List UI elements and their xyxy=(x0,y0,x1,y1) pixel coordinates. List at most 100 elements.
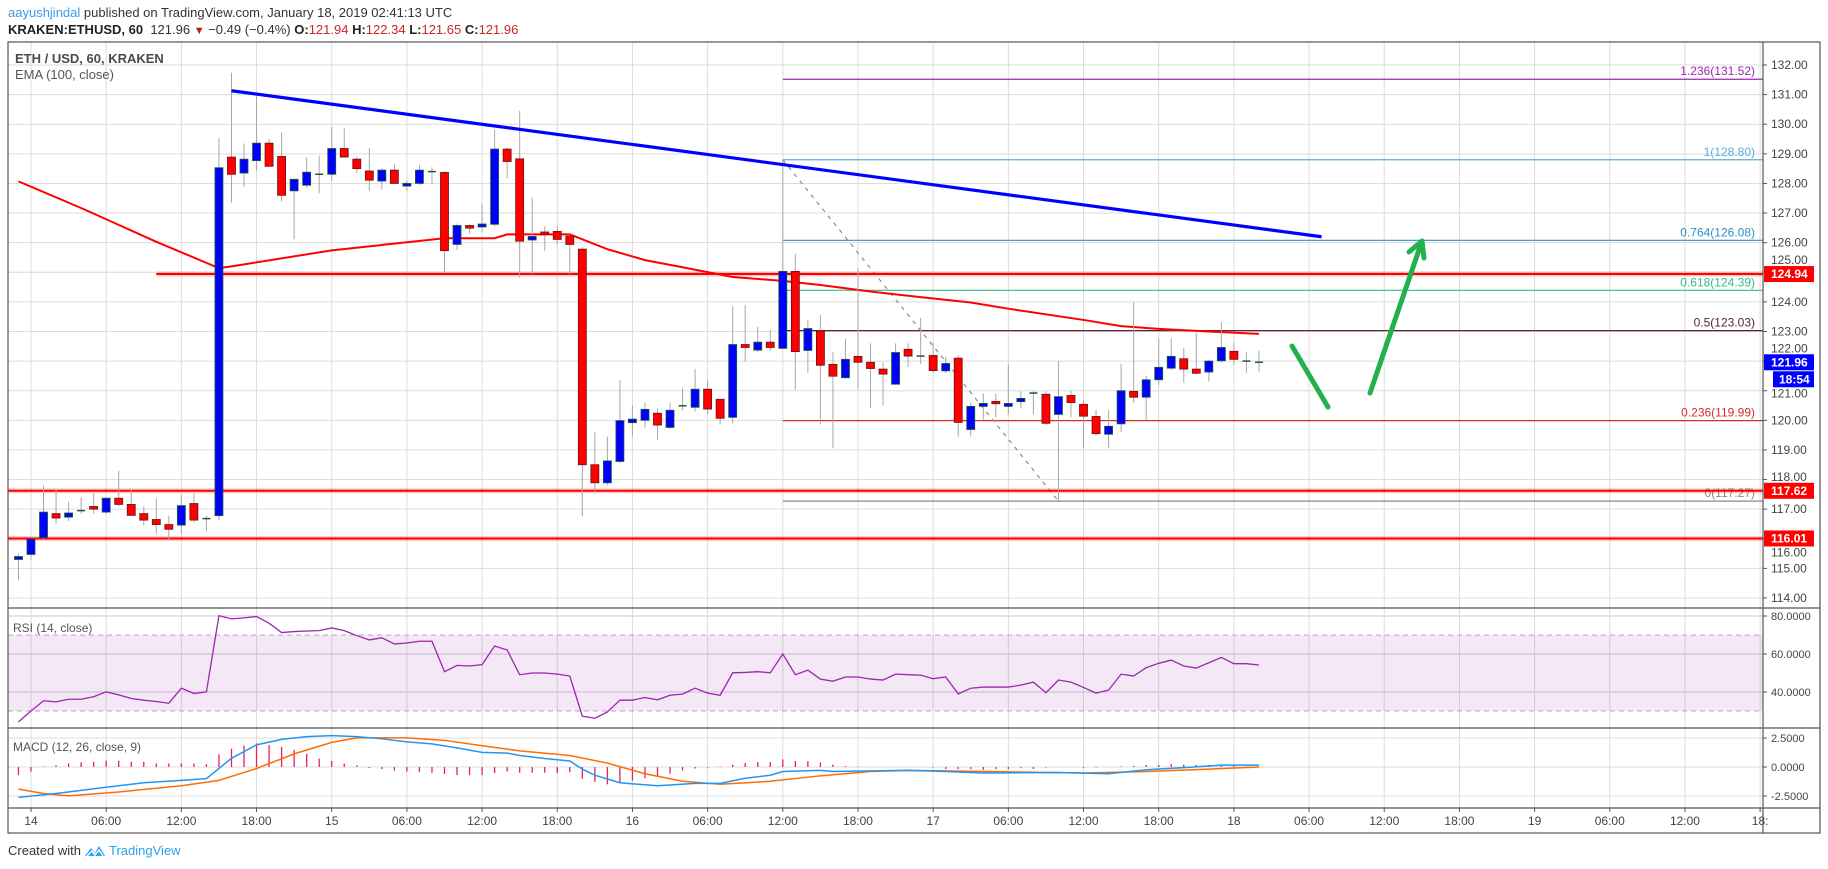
candle-up xyxy=(841,358,850,379)
candle-down xyxy=(89,506,99,510)
publish-info: aayushjindal published on TradingView.co… xyxy=(8,5,452,20)
candle-up xyxy=(252,142,261,162)
candle-down xyxy=(853,355,863,363)
bar-countdown-badge-bg xyxy=(1773,371,1814,388)
price-tick-label: 120.00 xyxy=(1771,413,1808,427)
candle-down xyxy=(352,158,362,170)
price-tick-label: 128.00 xyxy=(1771,176,1808,190)
symbol-name: KRAKEN:ETHUSD, 60 xyxy=(8,22,144,37)
price-tick-label: 116.00 xyxy=(1771,545,1807,559)
candle-down xyxy=(1191,368,1201,374)
candle-up xyxy=(941,363,951,372)
down-stroke-arrow xyxy=(1289,343,1331,410)
chart-title: ETH / USD, 60, KRAKEN xyxy=(15,51,164,66)
candle-up xyxy=(1216,347,1226,362)
drawn-arrows[interactable] xyxy=(1289,238,1427,410)
fib-level-label: 0.236(119.99) xyxy=(1681,406,1755,420)
candle-down xyxy=(189,503,199,521)
candle-down xyxy=(790,270,800,353)
time-tick-label: 18:00 xyxy=(542,814,572,828)
candle-up xyxy=(753,341,763,351)
time-tick-label: 06:00 xyxy=(1294,814,1324,828)
candle-down xyxy=(277,156,287,196)
macd-legend: MACD (12, 26, close, 9) xyxy=(13,740,141,754)
time-tick-label: 12:00 xyxy=(768,814,798,828)
trendline[interactable] xyxy=(231,89,1322,239)
created-with-text: Created with xyxy=(8,843,81,858)
candle-down xyxy=(1066,395,1076,403)
candle-up xyxy=(101,497,111,513)
candle-down xyxy=(577,248,587,466)
open-label: O: xyxy=(294,22,309,37)
candle-down xyxy=(51,513,61,519)
candle-up xyxy=(289,178,299,192)
candle-down xyxy=(565,235,575,245)
candle-down xyxy=(264,142,274,167)
candle-down xyxy=(928,355,938,371)
price-change: −0.49 (−0.4%) xyxy=(208,22,291,37)
candle-up xyxy=(640,408,650,421)
time-tick-label: 15 xyxy=(325,814,339,828)
time-tick-label: 18:00 xyxy=(1444,814,1474,828)
candle-up xyxy=(527,236,537,241)
candle-down xyxy=(715,398,725,419)
candle-down xyxy=(991,400,1001,405)
candle-up xyxy=(490,148,500,225)
price-tick-label: 126.00 xyxy=(1771,236,1808,250)
time-tick-label: 19 xyxy=(1528,814,1542,828)
candle-up xyxy=(452,225,462,245)
price-tick-label: 124.00 xyxy=(1771,295,1808,309)
price-tick-label: 125.00 xyxy=(1771,253,1808,267)
candle-down xyxy=(139,513,149,521)
candle-down xyxy=(227,156,236,175)
candle-up xyxy=(39,511,48,538)
candles xyxy=(14,72,1263,581)
price-tick-label: 115.00 xyxy=(1771,561,1807,575)
candle-up xyxy=(891,352,900,385)
publish-text: published on TradingView.com, January 18… xyxy=(83,5,453,20)
candle-up xyxy=(602,460,612,484)
price-tick-label: 117.00 xyxy=(1771,502,1807,516)
candle-up xyxy=(415,169,424,184)
time-tick-label: 17 xyxy=(926,814,940,828)
candle-down xyxy=(1229,350,1239,360)
support-resistance-lines[interactable] xyxy=(8,271,1763,541)
candle-up xyxy=(1003,403,1013,407)
candle-down xyxy=(815,330,825,366)
candle-up xyxy=(665,409,675,428)
price-tick-label: 130.00 xyxy=(1771,117,1808,131)
rsi-line xyxy=(18,614,1260,723)
chart-border xyxy=(7,41,1821,834)
time-tick-label: 12:00 xyxy=(166,814,196,828)
candle-up xyxy=(402,183,412,187)
candle-up xyxy=(1104,425,1113,435)
price-tick-label: 127.00 xyxy=(1771,206,1808,220)
rsi-band-fill xyxy=(8,635,1763,711)
price-tick-label: 122.00 xyxy=(1771,341,1808,355)
candle-down xyxy=(552,231,562,240)
pane-borders xyxy=(7,41,1821,834)
candle-down xyxy=(1091,416,1101,435)
candle-up xyxy=(239,158,249,174)
candle-up xyxy=(302,171,312,186)
macd-tick-label: 2.5000 xyxy=(1771,733,1805,745)
tradingview-brand[interactable]: TradingView xyxy=(108,843,181,858)
fibonacci-retracement[interactable]: 1.236(131.52) 1(128.80) 0.764(126.08) 0.618… xyxy=(782,64,1763,502)
candle-down xyxy=(440,172,449,252)
candle-up xyxy=(1166,355,1176,369)
candle-down xyxy=(151,519,161,525)
fib-level-label: 0.764(126.08) xyxy=(1680,225,1755,239)
author-link[interactable]: aayushjindal xyxy=(8,5,81,20)
time-tick-label: 06:00 xyxy=(91,814,121,828)
high-label: H: xyxy=(352,22,366,37)
price-tick-label: 119.00 xyxy=(1771,443,1807,457)
candle-up xyxy=(1204,360,1214,373)
time-tick-label: 18 xyxy=(1227,814,1241,828)
high-value: 122.34 xyxy=(365,22,406,37)
candle-down xyxy=(465,225,474,229)
last-price-badge: 121.96 xyxy=(1771,355,1808,369)
time-tick-label: 12:00 xyxy=(467,814,497,828)
ema-legend: EMA (100, close) xyxy=(15,67,114,82)
bar-countdown-badge: 18:54 xyxy=(1779,372,1810,386)
